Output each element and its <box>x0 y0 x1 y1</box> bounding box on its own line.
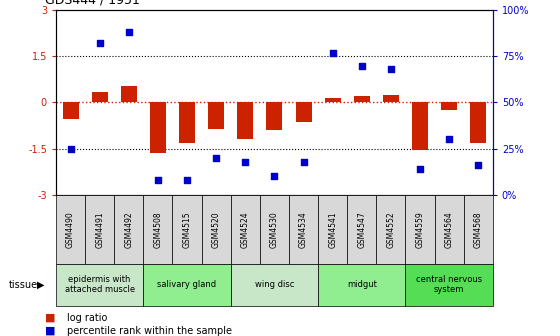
Bar <box>208 102 224 129</box>
Bar <box>441 102 457 110</box>
Point <box>124 30 133 35</box>
Bar <box>267 102 282 130</box>
Bar <box>63 102 78 119</box>
Text: tissue: tissue <box>8 280 38 290</box>
Text: wing disc: wing disc <box>255 280 294 289</box>
Text: GSM4552: GSM4552 <box>386 211 395 248</box>
Bar <box>383 95 399 102</box>
Point <box>474 163 483 168</box>
Bar <box>92 92 108 102</box>
Bar <box>237 102 253 139</box>
Point <box>357 63 366 68</box>
Text: ▶: ▶ <box>38 280 45 290</box>
Text: percentile rank within the sample: percentile rank within the sample <box>67 326 232 336</box>
Text: GSM4491: GSM4491 <box>95 211 104 248</box>
Text: GSM4564: GSM4564 <box>445 211 454 248</box>
Text: GDS444 / 1951: GDS444 / 1951 <box>45 0 139 7</box>
Text: GSM4520: GSM4520 <box>212 211 221 248</box>
Text: GSM4534: GSM4534 <box>299 211 308 248</box>
Bar <box>325 98 340 102</box>
Text: GSM4490: GSM4490 <box>66 211 75 248</box>
Text: GSM4508: GSM4508 <box>153 211 162 248</box>
Point <box>416 166 424 172</box>
Text: ■: ■ <box>45 312 55 323</box>
Bar <box>296 102 311 123</box>
Bar <box>354 96 370 102</box>
Text: central nervous
system: central nervous system <box>416 275 482 294</box>
Bar <box>150 102 166 153</box>
Text: midgut: midgut <box>347 280 377 289</box>
Text: GSM4515: GSM4515 <box>183 211 192 248</box>
Text: ■: ■ <box>45 326 55 336</box>
Text: GSM4524: GSM4524 <box>241 211 250 248</box>
Text: epidermis with
attached muscle: epidermis with attached muscle <box>64 275 135 294</box>
Point <box>328 50 337 55</box>
Bar <box>470 102 486 142</box>
Point <box>386 67 395 72</box>
Point <box>299 159 308 164</box>
Point <box>241 159 250 164</box>
Point <box>445 137 454 142</box>
Point <box>183 177 192 183</box>
Point <box>270 174 279 179</box>
Text: GSM4547: GSM4547 <box>357 211 366 248</box>
Bar <box>121 86 137 102</box>
Bar <box>179 102 195 142</box>
Text: GSM4568: GSM4568 <box>474 211 483 248</box>
Text: log ratio: log ratio <box>67 312 108 323</box>
Point <box>66 146 75 151</box>
Point <box>153 177 162 183</box>
Text: salivary gland: salivary gland <box>157 280 217 289</box>
Text: GSM4541: GSM4541 <box>328 211 337 248</box>
Point <box>212 155 221 161</box>
Text: GSM4492: GSM4492 <box>124 211 133 248</box>
Point <box>95 41 104 46</box>
Text: GSM4559: GSM4559 <box>416 211 424 248</box>
Bar <box>412 102 428 150</box>
Text: GSM4530: GSM4530 <box>270 211 279 248</box>
